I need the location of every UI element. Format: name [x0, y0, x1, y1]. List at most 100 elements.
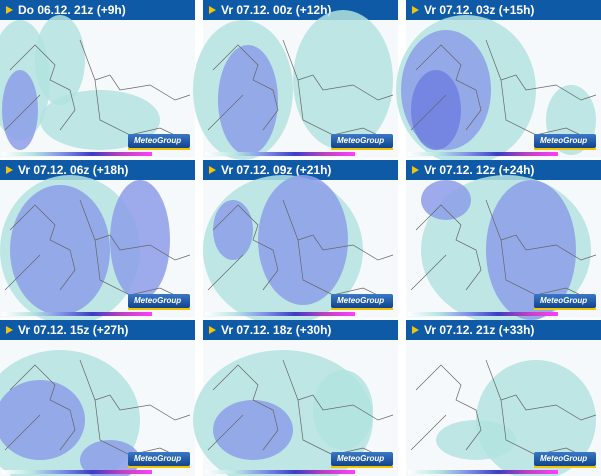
logo-box — [534, 452, 596, 466]
logo-stripe — [331, 308, 393, 310]
map-image: MeteoGroup — [203, 175, 398, 325]
logo-box — [331, 452, 393, 466]
borders — [410, 359, 597, 461]
logo-stripe — [534, 466, 596, 468]
header-arrow — [6, 6, 13, 14]
panel-header — [203, 160, 398, 180]
color-scale — [2, 470, 152, 474]
logo-stripe — [128, 148, 190, 150]
header-arrow — [412, 6, 419, 14]
map-image: MeteoGroup — [0, 340, 195, 476]
color-scale — [205, 470, 355, 474]
logo-text: MeteoGroup — [337, 296, 384, 305]
map-image: MeteoGroup — [193, 10, 398, 160]
panel-title: Vr 07.12. 09z (+21h) — [221, 163, 331, 177]
forecast-panel: Do 06.12. 21z (+9h) MeteoGroup — [0, 0, 195, 158]
precip-area — [293, 10, 393, 150]
panel-title: Do 06.12. 21z (+9h) — [18, 3, 126, 17]
color-scale — [408, 152, 558, 156]
borders — [207, 359, 394, 461]
logo-text: MeteoGroup — [337, 136, 384, 145]
borders — [4, 199, 191, 301]
logo-text: MeteoGroup — [540, 136, 587, 145]
panel-title: Vr 07.12. 03z (+15h) — [424, 3, 534, 17]
logo-stripe — [331, 148, 393, 150]
logo-box — [128, 294, 190, 308]
panel-title: Vr 07.12. 18z (+30h) — [221, 323, 331, 337]
borders — [410, 199, 597, 301]
forecast-panel: Vr 07.12. 09z (+21h) MeteoGroup — [203, 160, 398, 325]
precip-area — [110, 180, 170, 300]
borders — [207, 199, 394, 301]
precip-area — [313, 370, 373, 450]
logo-stripe — [331, 466, 393, 468]
header-arrow — [6, 326, 13, 334]
precip-area — [213, 200, 253, 260]
map-image: MeteoGroup — [396, 15, 601, 165]
panel-header — [0, 320, 195, 340]
color-scale — [408, 470, 558, 474]
color-scale — [2, 152, 152, 156]
header-arrow — [209, 166, 216, 174]
panel-header — [0, 160, 195, 180]
logo-box — [128, 452, 190, 466]
panel-header — [0, 0, 195, 20]
logo-box — [534, 294, 596, 308]
borders — [4, 359, 191, 461]
forecast-panel: Vr 07.12. 18z (+30h) MeteoGroup — [193, 320, 398, 476]
precip-area — [258, 175, 348, 305]
logo-text: MeteoGroup — [134, 136, 181, 145]
logo-text: MeteoGroup — [540, 454, 587, 463]
precip-area — [218, 45, 278, 155]
precip-area — [411, 70, 461, 150]
map-image: MeteoGroup — [0, 175, 195, 325]
logo-box — [331, 134, 393, 148]
precip-area — [35, 15, 85, 105]
panel-header — [406, 0, 601, 20]
header-arrow — [6, 166, 13, 174]
precip-area — [2, 70, 38, 150]
map-image: MeteoGroup — [406, 175, 601, 325]
panel-title: Vr 07.12. 12z (+24h) — [424, 163, 534, 177]
forecast-panel: Vr 07.12. 03z (+15h) MeteoGroup — [396, 0, 601, 165]
borders — [4, 39, 191, 141]
map-image: MeteoGroup — [193, 340, 398, 476]
panel-header — [406, 320, 601, 340]
map-image: MeteoGroup — [0, 15, 195, 158]
header-arrow — [209, 326, 216, 334]
logo-stripe — [128, 466, 190, 468]
logo-stripe — [128, 308, 190, 310]
logo-text: MeteoGroup — [134, 296, 181, 305]
forecast-panel: Vr 07.12. 06z (+18h) MeteoGroup — [0, 160, 195, 325]
logo-text: MeteoGroup — [540, 296, 587, 305]
panel-title: Vr 07.12. 06z (+18h) — [18, 163, 128, 177]
header-arrow — [412, 166, 419, 174]
precip-area — [213, 400, 293, 460]
forecast-panel: Vr 07.12. 15z (+27h) MeteoGroup — [0, 320, 195, 476]
precip-area — [10, 185, 110, 315]
header-arrow — [412, 326, 419, 334]
forecast-panel: Vr 07.12. 21z (+33h) MeteoGroup — [406, 320, 601, 476]
precip-area — [80, 440, 140, 476]
logo-box — [128, 134, 190, 148]
panel-title: Vr 07.12. 00z (+12h) — [221, 3, 331, 17]
logo-stripe — [534, 148, 596, 150]
borders — [410, 39, 597, 141]
logo-box — [331, 294, 393, 308]
panel-header — [406, 160, 601, 180]
forecast-panel: Vr 07.12. 12z (+24h) MeteoGroup — [406, 160, 601, 325]
forecast-panel: Vr 07.12. 00z (+12h) MeteoGroup — [193, 0, 398, 160]
panel-title: Vr 07.12. 21z (+33h) — [424, 323, 534, 337]
borders — [207, 39, 394, 141]
logo-box — [534, 134, 596, 148]
panel-title: Vr 07.12. 15z (+27h) — [18, 323, 128, 337]
precip-area — [421, 180, 471, 220]
logo-text: MeteoGroup — [134, 454, 181, 463]
color-scale — [408, 312, 558, 316]
precip-area — [486, 180, 576, 320]
precip-area — [436, 420, 516, 460]
logo-stripe — [534, 308, 596, 310]
precip-area — [0, 380, 85, 460]
